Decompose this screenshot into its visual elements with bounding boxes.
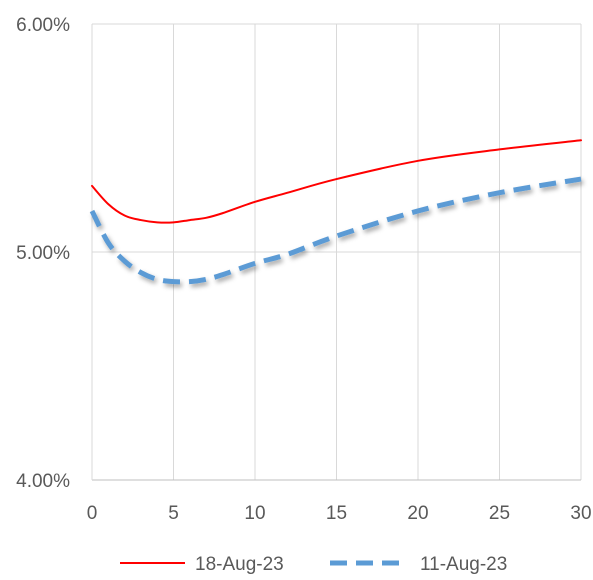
x-tick-label: 25	[489, 503, 510, 524]
x-tick-label: 0	[87, 503, 98, 524]
legend: 18-Aug-23 11-Aug-23	[120, 554, 507, 575]
series-layer	[89, 139, 582, 285]
x-tick-label: 5	[168, 503, 179, 524]
x-tick-label: 15	[326, 503, 347, 524]
legend-label: 11-Aug-23	[420, 554, 507, 575]
series-line-solid	[91, 139, 582, 224]
y-tick-label: 4.00%	[16, 471, 70, 492]
axis-layer: 0 5 10 15 20 25 30 4.00% 5.00% 6.00%	[16, 15, 591, 524]
x-tick-label: 10	[244, 503, 265, 524]
y-tick-label: 5.00%	[16, 243, 70, 264]
legend-label: 18-Aug-23	[195, 554, 284, 575]
x-tick-label: 30	[570, 503, 591, 524]
grid-layer	[91, 23, 582, 481]
y-tick-label: 6.00%	[16, 15, 70, 36]
series-line-dashed	[89, 176, 582, 285]
x-tick-label: 20	[407, 503, 428, 524]
